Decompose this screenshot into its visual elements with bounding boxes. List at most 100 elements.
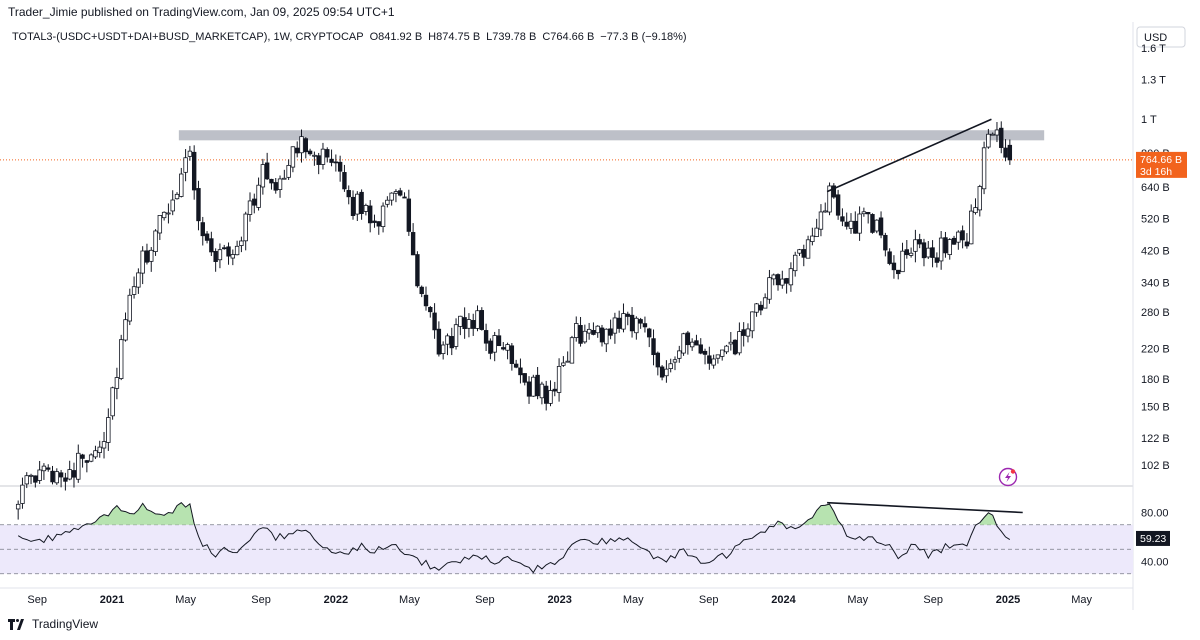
candle[interactable] [372, 214, 377, 228]
lightning-icon[interactable] [998, 467, 1018, 487]
candle[interactable] [994, 122, 1000, 143]
candle[interactable] [951, 235, 957, 245]
candle[interactable] [638, 317, 643, 329]
candle[interactable] [20, 477, 25, 509]
candle[interactable] [483, 323, 489, 352]
candle[interactable] [71, 462, 77, 488]
candle[interactable] [539, 381, 545, 405]
candle[interactable] [668, 358, 673, 373]
candle[interactable] [595, 325, 600, 338]
candle[interactable] [191, 145, 197, 200]
candle[interactable] [33, 475, 38, 488]
candle[interactable] [475, 305, 480, 332]
candle[interactable] [591, 322, 596, 336]
candle[interactable] [402, 192, 407, 199]
candle[interactable] [775, 273, 781, 291]
candle[interactable] [149, 247, 154, 272]
candle[interactable] [741, 322, 746, 347]
candle[interactable] [878, 211, 884, 239]
candle[interactable] [252, 193, 257, 214]
candle[interactable] [209, 231, 214, 257]
candle[interactable] [37, 460, 42, 484]
candle[interactable] [917, 233, 922, 249]
candle[interactable] [333, 154, 339, 172]
candle[interactable] [174, 192, 180, 200]
candle[interactable] [106, 408, 111, 451]
candle[interactable] [342, 164, 347, 192]
candle[interactable] [788, 262, 794, 292]
candle[interactable] [80, 453, 85, 468]
candlestick-chart-svg[interactable]: TOTAL3-(USDC+USDT+DAI+BUSD_MARKETCAP), 1… [0, 22, 1200, 610]
candle[interactable] [805, 235, 811, 259]
candle[interactable] [844, 212, 849, 230]
candle[interactable] [780, 270, 785, 289]
candle[interactable] [921, 238, 927, 267]
candle[interactable] [689, 338, 695, 351]
candle[interactable] [750, 311, 755, 339]
candle[interactable] [711, 354, 716, 369]
candle[interactable] [320, 142, 326, 170]
candle[interactable] [385, 196, 390, 208]
candle[interactable] [707, 346, 712, 370]
candle[interactable] [616, 310, 622, 333]
candle[interactable] [355, 191, 360, 221]
candle[interactable] [986, 128, 991, 149]
candle[interactable] [153, 229, 158, 256]
candle[interactable] [376, 221, 381, 235]
candle[interactable] [445, 333, 450, 356]
candle[interactable] [496, 328, 502, 347]
candle[interactable] [359, 189, 364, 220]
candle[interactable] [642, 316, 648, 333]
candle[interactable] [870, 213, 875, 234]
candle[interactable] [724, 344, 729, 355]
candle[interactable] [814, 218, 819, 238]
candle[interactable] [913, 229, 918, 263]
candle[interactable] [964, 233, 970, 249]
candle[interactable] [810, 227, 815, 246]
candle[interactable] [677, 345, 682, 363]
candle[interactable] [54, 468, 60, 485]
candle[interactable] [432, 303, 437, 339]
candle[interactable] [513, 359, 519, 369]
candle[interactable] [277, 175, 283, 198]
candle[interactable] [462, 307, 467, 339]
candle[interactable] [835, 189, 841, 220]
candle[interactable] [46, 464, 51, 472]
candle[interactable] [187, 145, 193, 161]
candle[interactable] [664, 360, 669, 383]
candle[interactable] [84, 459, 90, 473]
candle[interactable] [604, 328, 609, 353]
candle[interactable] [715, 354, 721, 364]
candle[interactable] [363, 203, 369, 216]
candle[interactable] [827, 182, 832, 216]
candle[interactable] [681, 332, 686, 356]
candle[interactable] [419, 285, 424, 298]
candle[interactable] [973, 198, 978, 215]
candle[interactable] [754, 303, 759, 317]
candle[interactable] [273, 177, 278, 194]
candle[interactable] [612, 312, 618, 344]
candle[interactable] [131, 276, 137, 299]
candle[interactable] [930, 240, 935, 268]
candle[interactable] [625, 311, 630, 326]
candle[interactable] [144, 243, 150, 265]
candle[interactable] [865, 211, 871, 224]
candle[interactable] [797, 248, 802, 256]
candle[interactable] [943, 231, 948, 258]
candle[interactable] [230, 249, 236, 266]
candle[interactable] [544, 380, 549, 411]
candle[interactable] [58, 469, 64, 488]
candle[interactable] [428, 305, 433, 318]
candle[interactable] [410, 223, 416, 256]
candle[interactable] [161, 211, 167, 221]
candle[interactable] [243, 211, 248, 251]
candle[interactable] [792, 251, 798, 277]
candle[interactable] [758, 301, 764, 316]
candle[interactable] [535, 366, 540, 400]
candle[interactable] [501, 342, 506, 351]
candle[interactable] [857, 206, 862, 241]
candle[interactable] [887, 248, 892, 266]
candle[interactable] [926, 241, 931, 260]
candle[interactable] [380, 202, 386, 233]
candle[interactable] [552, 381, 557, 397]
